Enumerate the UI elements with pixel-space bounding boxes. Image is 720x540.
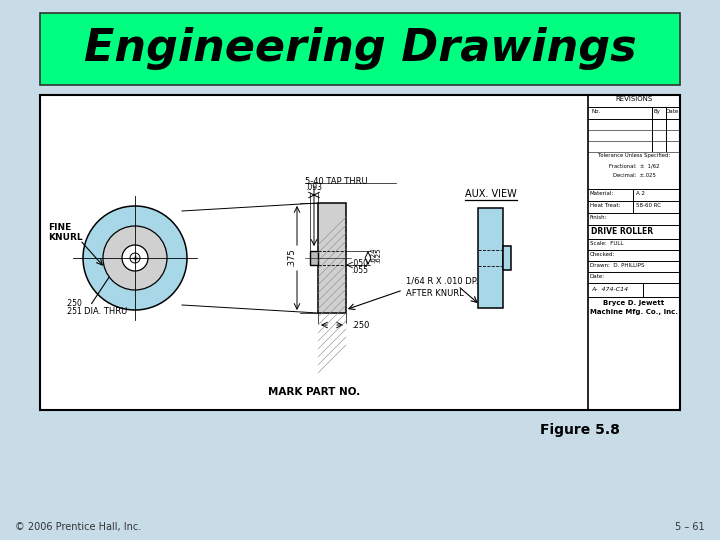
Text: AFTER KNURL: AFTER KNURL — [406, 288, 464, 298]
Text: A-  474-C14: A- 474-C14 — [591, 287, 628, 292]
Text: .055: .055 — [351, 266, 368, 275]
Circle shape — [103, 226, 167, 290]
Bar — [310, 251, 318, 265]
Text: FINE: FINE — [48, 223, 71, 232]
Text: © 2006 Prentice Hall, Inc.: © 2006 Prentice Hall, Inc. — [15, 522, 141, 532]
Text: Scale:  FULL: Scale: FULL — [590, 241, 624, 246]
Text: Finish:: Finish: — [590, 215, 608, 220]
Circle shape — [130, 253, 140, 263]
Text: .050: .050 — [351, 259, 368, 268]
Bar — [478, 208, 503, 308]
Text: KNURL: KNURL — [48, 233, 83, 242]
Text: Fractional:  ±  1/62: Fractional: ± 1/62 — [608, 163, 660, 168]
Text: AUX. VIEW: AUX. VIEW — [465, 189, 517, 199]
Text: Drawn:  D. PHILLIPS: Drawn: D. PHILLIPS — [590, 263, 644, 268]
Text: Material:: Material: — [590, 191, 614, 196]
Text: DIA. THRU: DIA. THRU — [84, 307, 127, 316]
Text: 58-60 RC: 58-60 RC — [636, 203, 661, 208]
Text: Machine Mfg. Co., Inc.: Machine Mfg. Co., Inc. — [590, 309, 678, 315]
Text: Checked:: Checked: — [590, 252, 616, 257]
Text: Decimal:  ±.025: Decimal: ±.025 — [613, 173, 655, 178]
Text: By: By — [654, 109, 661, 114]
Text: .251: .251 — [66, 307, 82, 316]
Circle shape — [83, 206, 187, 310]
Text: .624: .624 — [370, 247, 376, 263]
Text: 5 – 61: 5 – 61 — [675, 522, 705, 532]
Text: A 2: A 2 — [636, 191, 645, 196]
Bar — [503, 246, 511, 270]
Bar — [318, 203, 346, 313]
Text: .375: .375 — [287, 249, 297, 267]
Text: Figure 5.8: Figure 5.8 — [540, 423, 620, 437]
Circle shape — [122, 245, 148, 271]
Text: 5-40 TAP THRU: 5-40 TAP THRU — [305, 177, 368, 186]
Text: .625: .625 — [375, 247, 381, 263]
Bar — [40, 95, 680, 410]
Text: MARK PART NO.: MARK PART NO. — [268, 387, 360, 397]
Text: Engineering Drawings: Engineering Drawings — [84, 28, 636, 71]
Text: No.: No. — [592, 109, 601, 114]
Text: 1/64 R X .010 DP.: 1/64 R X .010 DP. — [406, 276, 478, 286]
Text: DRIVE ROLLER: DRIVE ROLLER — [591, 227, 653, 236]
Text: Tolerance Unless Specified:: Tolerance Unless Specified: — [598, 153, 670, 158]
Text: .250: .250 — [351, 321, 369, 329]
Bar — [40, 13, 680, 85]
Text: Bryce D. Jewett: Bryce D. Jewett — [603, 300, 665, 306]
Text: .250: .250 — [65, 299, 82, 308]
Text: Date: Date — [666, 109, 679, 114]
Text: Date:: Date: — [590, 274, 605, 279]
Text: REVISIONS: REVISIONS — [616, 96, 652, 102]
Text: .093: .093 — [305, 183, 323, 192]
Text: Heat Treat:: Heat Treat: — [590, 203, 621, 208]
